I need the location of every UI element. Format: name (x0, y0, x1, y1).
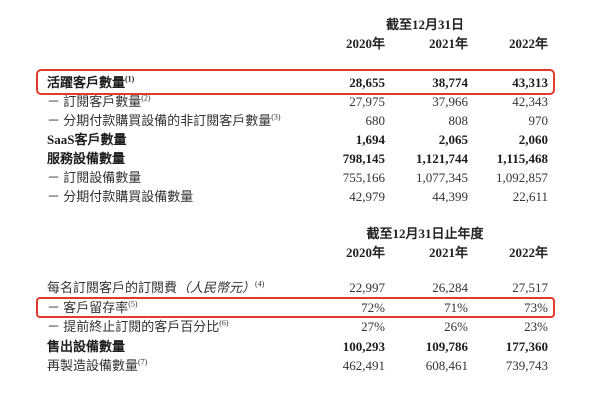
year-header-row-1: 2020年 2021年 2022年 (47, 34, 548, 53)
cell-value: 27% (361, 319, 385, 334)
cell-value: 1,092,857 (496, 170, 548, 185)
label-text: SaaS客戶數量 (47, 132, 127, 147)
cell-value: 739,743 (505, 358, 548, 373)
year-header-row-2: 2020年 2021年 2022年 (47, 243, 548, 262)
year-header-2021: 2021年 (428, 36, 468, 51)
row-label: － 分期付款購買設備的非訂閱客戶數量(3) (47, 111, 302, 130)
footnote-marker: (7) (138, 357, 148, 367)
cell-value: 177,360 (505, 338, 548, 354)
row-subscription-fee: 每名訂閱客戶的訂閱費（人民幣元）(4) 22,997 26,284 27,517 (47, 278, 548, 298)
metrics-table-year-ended-dec31: 截至12月31日止年度 2020年 2021年 2022年 每名訂閱客戶的訂閱費… (36, 225, 555, 376)
row-remanufactured-devices: 再製造設備數量(7) 462,491 608,461 739,743 (47, 356, 548, 376)
footnote-marker: (6) (219, 318, 229, 328)
row-label: 每名訂閱客戶的訂閱費（人民幣元）(4) (47, 278, 302, 298)
label-text: 服務設備數量 (47, 151, 126, 166)
cell-value: 22,997 (349, 280, 385, 295)
row-label: － 客戶留存率(5) (47, 298, 302, 318)
label-text: － 分期付款購買設備數量 (47, 189, 194, 204)
cell-value: 73% (524, 299, 548, 315)
row-installment-nonsubscription-customers: － 分期付款購買設備的非訂閱客戶數量(3) 680 808 970 (47, 111, 548, 130)
row-early-termination-percentage: － 提前終止訂閱的客戶百分比(6) 27% 26% 23% (47, 317, 548, 337)
year-header-2020: 2020年 (345, 245, 385, 260)
cell-value: 1,077,345 (416, 170, 468, 185)
label-text: 每名訂閱客戶的訂閱費 (47, 280, 178, 295)
cell-value: 43,313 (512, 75, 548, 90)
footnote-marker: (1) (125, 74, 135, 84)
cell-value: 808 (448, 113, 469, 128)
label-italic-text: （人民幣元） (177, 280, 256, 295)
row-active-customers: 活躍客戶數量(1) 28,655 38,774 43,313 (36, 69, 555, 95)
cell-value: 42,343 (512, 94, 548, 109)
row-subscription-devices: － 訂閱設備數量 755,166 1,077,345 1,092,857 (47, 168, 548, 187)
footnote-marker: (3) (271, 112, 281, 122)
cell-value: 44,399 (432, 189, 468, 204)
row-subscription-customers: － 訂閱客戶數量(2) 27,975 37,966 42,343 (47, 92, 548, 111)
cell-value: 798,145 (342, 151, 385, 166)
footnote-marker: (5) (128, 299, 138, 309)
cell-value: 970 (528, 113, 549, 128)
period-header: 截至12月31日 (385, 17, 464, 32)
cell-value: 42,979 (349, 189, 385, 204)
label-text: － 提前終止訂閱的客戶百分比 (47, 319, 220, 334)
row-customer-retention-rate: － 客戶留存率(5) 72% 71% 73% (36, 296, 555, 318)
cell-value: 22,611 (512, 189, 548, 204)
label-text: 活躍客戶數量 (47, 75, 126, 90)
cell-value: 2,060 (518, 132, 548, 147)
table-body-2: 每名訂閱客戶的訂閱費（人民幣元）(4) 22,997 26,284 27,517… (36, 278, 555, 376)
cell-value: 100,293 (342, 338, 385, 354)
period-header-row-2: 截至12月31日止年度 (47, 225, 548, 243)
cell-value: 1,115,468 (496, 151, 548, 166)
row-service-devices: 服務設備數量 798,145 1,121,744 1,115,468 (47, 149, 548, 168)
period-header: 截至12月31日止年度 (366, 226, 484, 241)
row-label: － 分期付款購買設備數量 (47, 187, 302, 206)
row-label: 服務設備數量 (47, 149, 302, 168)
cell-value: 26,284 (432, 280, 468, 295)
cell-value: 37,966 (432, 94, 468, 109)
cell-value: 462,491 (342, 358, 385, 373)
row-label: － 提前終止訂閱的客戶百分比(6) (47, 317, 302, 337)
cell-value: 27,975 (349, 94, 385, 109)
cell-value: 608,461 (425, 358, 468, 373)
cell-value: 38,774 (432, 75, 468, 90)
footnote-marker: (2) (141, 93, 151, 103)
cell-value: 680 (365, 113, 386, 128)
row-label: 售出設備數量 (47, 337, 302, 357)
cell-value: 71% (444, 299, 468, 315)
period-header-row-1: 截至12月31日 (47, 16, 548, 34)
row-label: － 訂閱設備數量 (47, 168, 302, 187)
metrics-table-as-of-dec31: 截至12月31日 2020年 2021年 2022年 活躍客戶數量(1) 28,… (36, 0, 555, 206)
cell-value: 28,655 (349, 75, 385, 90)
cell-value: 23% (524, 319, 548, 334)
label-text: － 客戶留存率 (47, 299, 129, 315)
cell-value: 1,121,744 (416, 151, 468, 166)
row-installment-devices: － 分期付款購買設備數量 42,979 44,399 22,611 (47, 187, 548, 206)
cell-value: 72% (361, 299, 385, 315)
cell-value: 2,065 (438, 132, 468, 147)
cell-value: 26% (444, 319, 468, 334)
row-label: 活躍客戶數量(1) (47, 73, 302, 92)
label-text: 再製造設備數量 (47, 358, 139, 373)
cell-value: 27,517 (512, 280, 548, 295)
label-text: 售出設備數量 (47, 338, 126, 354)
year-header-2022: 2022年 (508, 245, 548, 260)
year-header-2020: 2020年 (345, 36, 385, 51)
row-devices-sold: 售出設備數量 100,293 109,786 177,360 (47, 337, 548, 357)
label-text: － 訂閱設備數量 (47, 170, 142, 185)
table-body-1: 活躍客戶數量(1) 28,655 38,774 43,313 － 訂閱客戶數量(… (36, 69, 555, 206)
label-text: － 訂閱客戶數量 (47, 94, 142, 109)
footnote-marker: (4) (255, 279, 265, 289)
cell-value: 755,166 (342, 170, 385, 185)
cell-value: 109,786 (425, 338, 468, 354)
year-header-2022: 2022年 (508, 36, 548, 51)
row-saas-customers: SaaS客戶數量 1,694 2,065 2,060 (47, 130, 548, 149)
year-header-2021: 2021年 (428, 245, 468, 260)
row-label: SaaS客戶數量 (47, 130, 302, 149)
label-text: － 分期付款購買設備的非訂閱客戶數量 (47, 113, 272, 128)
row-label: － 訂閱客戶數量(2) (47, 92, 302, 111)
row-label: 再製造設備數量(7) (47, 356, 302, 376)
cell-value: 1,694 (355, 132, 385, 147)
